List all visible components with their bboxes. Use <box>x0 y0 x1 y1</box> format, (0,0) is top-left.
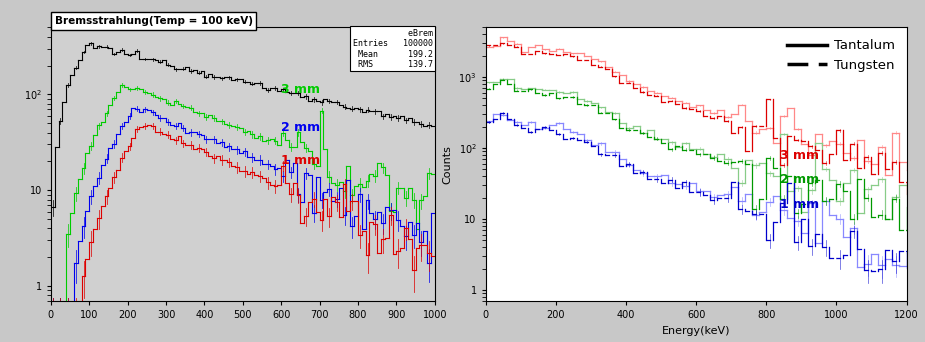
Text: 1 mm: 1 mm <box>780 198 820 211</box>
Text: 3 mm: 3 mm <box>281 83 320 96</box>
Text: 2 mm: 2 mm <box>281 121 320 134</box>
X-axis label: Energy(keV): Energy(keV) <box>661 326 731 336</box>
Text: 3 mm: 3 mm <box>780 149 820 162</box>
Text: 2 mm: 2 mm <box>780 173 820 186</box>
Text: eBrem
Entries   100000
Mean      199.2
RMS       139.7: eBrem Entries 100000 Mean 199.2 RMS 139.… <box>352 29 433 69</box>
Text: Bremsstrahlung(Temp = 100 keV): Bremsstrahlung(Temp = 100 keV) <box>55 16 253 26</box>
Y-axis label: Counts: Counts <box>443 145 452 184</box>
Legend: Tantalum, Tungsten: Tantalum, Tungsten <box>783 34 900 77</box>
Text: 1 mm: 1 mm <box>281 154 320 167</box>
